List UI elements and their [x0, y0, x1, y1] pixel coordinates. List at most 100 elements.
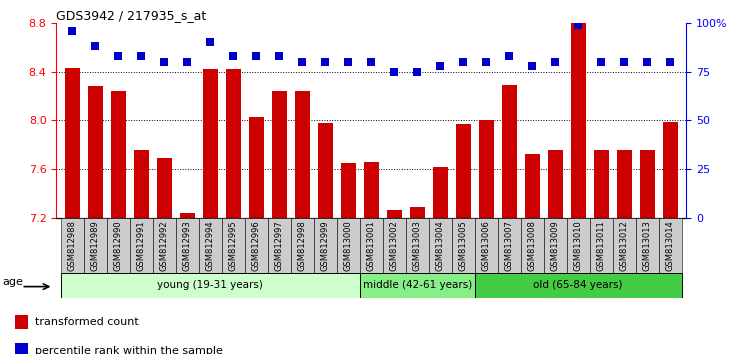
- Point: [204, 40, 216, 45]
- Bar: [360, 273, 475, 298]
- Bar: [291, 218, 314, 273]
- Text: GSM812999: GSM812999: [321, 221, 330, 271]
- Bar: [590, 218, 613, 273]
- Point: [503, 53, 515, 59]
- Point: [296, 59, 308, 65]
- Text: GSM813006: GSM813006: [482, 221, 490, 271]
- Text: GSM812996: GSM812996: [252, 221, 261, 271]
- Text: GSM813011: GSM813011: [597, 221, 606, 271]
- Point: [112, 53, 125, 59]
- Point: [526, 63, 538, 69]
- Bar: [134, 149, 148, 218]
- Bar: [616, 149, 632, 218]
- Text: GSM813014: GSM813014: [666, 221, 675, 271]
- Text: GSM813000: GSM813000: [344, 221, 352, 271]
- Bar: [382, 218, 406, 273]
- Bar: [222, 218, 245, 273]
- Point: [641, 59, 653, 65]
- Bar: [360, 218, 382, 273]
- Bar: [475, 218, 498, 273]
- Bar: [452, 218, 475, 273]
- Point: [480, 59, 492, 65]
- Bar: [202, 69, 217, 218]
- Text: young (19-31 years): young (19-31 years): [158, 280, 263, 290]
- Point: [458, 59, 470, 65]
- Bar: [548, 149, 562, 218]
- Bar: [636, 218, 658, 273]
- Bar: [61, 218, 84, 273]
- Point: [182, 59, 194, 65]
- Bar: [88, 86, 103, 218]
- Bar: [663, 121, 678, 218]
- Point: [388, 69, 400, 74]
- Text: GSM812998: GSM812998: [298, 221, 307, 271]
- Text: GSM812989: GSM812989: [91, 221, 100, 271]
- Text: GSM813005: GSM813005: [459, 221, 468, 271]
- Point: [664, 59, 676, 65]
- Bar: [340, 163, 356, 218]
- Bar: [475, 273, 682, 298]
- Point: [158, 59, 170, 65]
- Text: transformed count: transformed count: [35, 317, 139, 327]
- Bar: [364, 162, 379, 218]
- Bar: [244, 218, 268, 273]
- Bar: [64, 68, 80, 218]
- Point: [434, 63, 446, 69]
- Bar: [295, 91, 310, 218]
- Text: GSM812992: GSM812992: [160, 221, 169, 271]
- Point: [342, 59, 354, 65]
- Bar: [180, 213, 195, 218]
- Text: GSM812988: GSM812988: [68, 221, 76, 271]
- Point: [572, 22, 584, 28]
- Text: GSM813007: GSM813007: [505, 221, 514, 271]
- Bar: [318, 123, 333, 218]
- Text: GSM812990: GSM812990: [114, 221, 123, 271]
- Point: [596, 59, 608, 65]
- Point: [135, 53, 147, 59]
- Text: GSM812994: GSM812994: [206, 221, 214, 271]
- Bar: [272, 91, 286, 218]
- Bar: [61, 273, 360, 298]
- Text: GSM813004: GSM813004: [436, 221, 445, 271]
- Text: GSM813009: GSM813009: [550, 221, 560, 271]
- Text: percentile rank within the sample: percentile rank within the sample: [35, 346, 224, 354]
- Bar: [176, 218, 199, 273]
- Bar: [226, 69, 241, 218]
- Text: middle (42-61 years): middle (42-61 years): [362, 280, 472, 290]
- Text: GSM813012: GSM813012: [620, 221, 628, 271]
- Text: GSM813001: GSM813001: [367, 221, 376, 271]
- Point: [89, 44, 101, 49]
- Bar: [567, 218, 590, 273]
- Point: [320, 59, 332, 65]
- Point: [411, 69, 423, 74]
- Bar: [498, 218, 520, 273]
- Point: [549, 59, 561, 65]
- Text: GSM813003: GSM813003: [413, 221, 422, 271]
- Text: GSM813013: GSM813013: [643, 221, 652, 271]
- Bar: [456, 124, 471, 218]
- Text: GSM812991: GSM812991: [136, 221, 146, 271]
- Text: GSM813002: GSM813002: [390, 221, 399, 271]
- Bar: [111, 91, 126, 218]
- Bar: [640, 149, 655, 218]
- Bar: [84, 218, 106, 273]
- Bar: [571, 23, 586, 218]
- Bar: [15, 343, 28, 354]
- Bar: [15, 315, 28, 329]
- Bar: [268, 218, 291, 273]
- Text: GSM812997: GSM812997: [274, 221, 284, 271]
- Bar: [314, 218, 337, 273]
- Text: GSM813010: GSM813010: [574, 221, 583, 271]
- Bar: [153, 218, 176, 273]
- Bar: [429, 218, 451, 273]
- Bar: [337, 218, 360, 273]
- Bar: [410, 207, 424, 218]
- Text: GDS3942 / 217935_s_at: GDS3942 / 217935_s_at: [56, 9, 206, 22]
- Bar: [525, 154, 540, 218]
- Point: [227, 53, 239, 59]
- Bar: [594, 149, 609, 218]
- Bar: [658, 218, 682, 273]
- Bar: [406, 218, 429, 273]
- Point: [618, 59, 630, 65]
- Bar: [249, 117, 264, 218]
